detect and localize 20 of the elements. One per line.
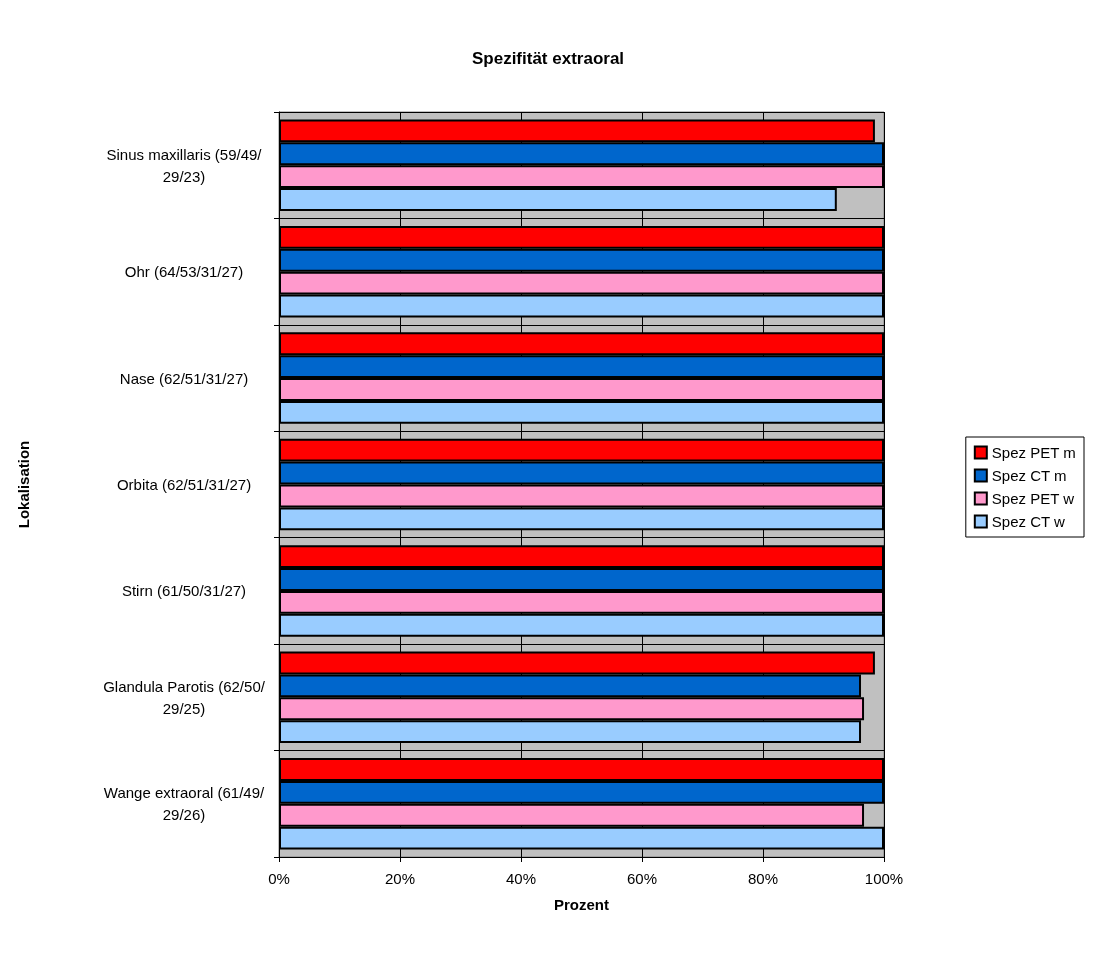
legend-label: Spez PET m bbox=[991, 444, 1076, 461]
y-tick-label: Nase (62/51/31/27) bbox=[119, 369, 249, 387]
x-axis-title: Prozent bbox=[553, 896, 610, 913]
legend-label: Spez CT m bbox=[991, 467, 1067, 484]
chart-title: Spezifität extraoral bbox=[471, 49, 625, 68]
y-tick-label: Stirn (61/50/31/27) bbox=[121, 582, 247, 600]
y-tick-label: Ohr (64/53/31/27) bbox=[124, 263, 244, 281]
x-tick-label: 60% bbox=[626, 870, 658, 887]
y-tick-label: Wange extraoral (61/49/29/26) bbox=[103, 784, 266, 824]
y-tick-label: Glandula Parotis (62/50/29/25) bbox=[103, 677, 266, 717]
x-tick-label: 20% bbox=[384, 870, 416, 887]
legend-label: Spez CT w bbox=[991, 513, 1066, 530]
y-tick-label: Sinus maxillaris (59/49/29/23) bbox=[106, 145, 263, 185]
y-axis-title: Lokalisation bbox=[15, 440, 32, 529]
x-tick-label: 40% bbox=[505, 870, 537, 887]
y-tick-label: Orbita (62/51/31/27) bbox=[116, 476, 252, 493]
x-tick-label: 80% bbox=[747, 870, 779, 887]
legend-label: Spez PET w bbox=[991, 490, 1075, 507]
x-tick-label: 0% bbox=[268, 870, 290, 887]
x-tick-label: 100% bbox=[864, 870, 904, 887]
